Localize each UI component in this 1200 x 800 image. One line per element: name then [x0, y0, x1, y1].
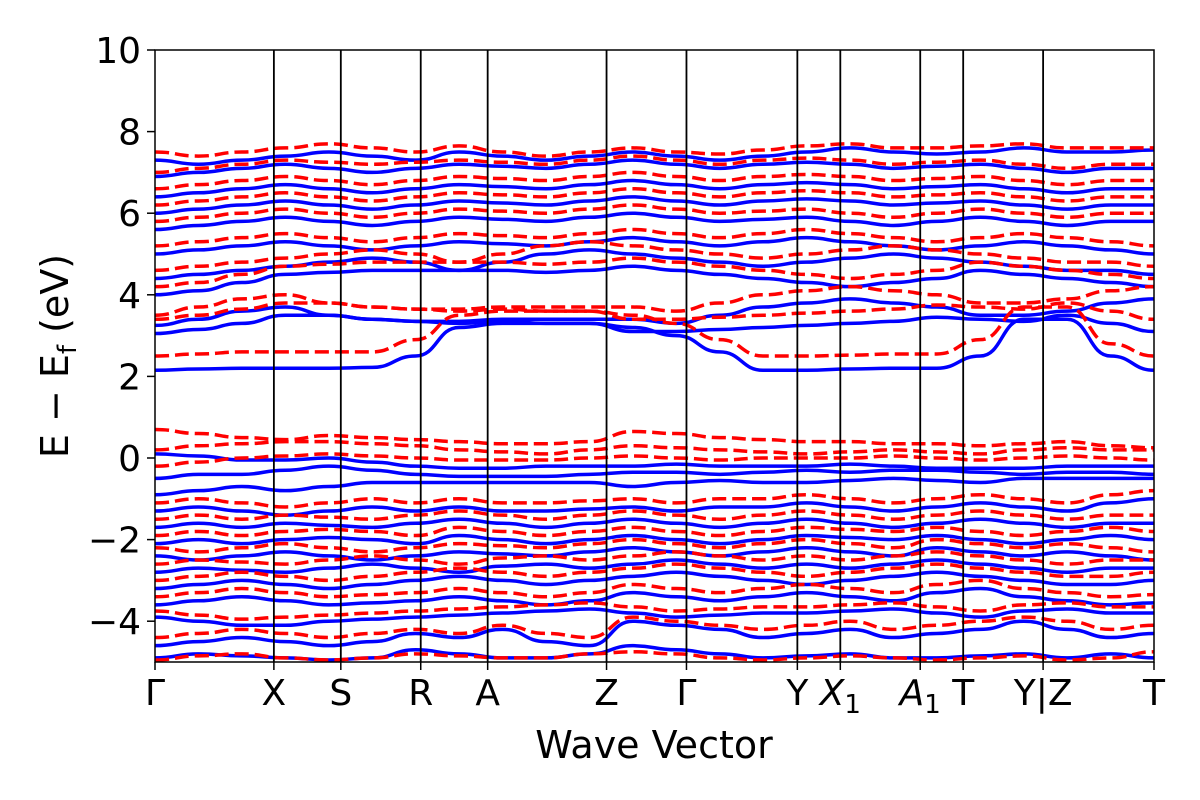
solid-band-22: [155, 158, 1154, 179]
dashed-band-20: [155, 186, 1154, 207]
solid-band-12: [155, 452, 1154, 470]
high-symmetry-lines: [272, 50, 1045, 662]
dashed-band-22: [155, 154, 1154, 175]
solid-band-20: [155, 195, 1154, 215]
y-tick-label: −2: [88, 521, 141, 562]
dashed-band-16: [155, 256, 1154, 289]
solid-band-3: [155, 586, 1154, 607]
y-tick-label: 2: [118, 357, 141, 398]
solid-band-11: [155, 464, 1154, 481]
solid-band-16: [155, 264, 1154, 297]
y-axis-title-main: E − E: [33, 354, 77, 458]
y-axis-title-sub: f: [53, 344, 83, 354]
dashed-band-2: [155, 601, 1154, 621]
solid-band-18: [155, 235, 1154, 256]
solid-band-21: [155, 178, 1154, 199]
solid-band-8: [155, 517, 1154, 530]
y-axis-title-unit: (eV): [33, 254, 77, 345]
x-tick-label: A1: [898, 673, 941, 720]
x-axis-ticks: Γ X S R A Z Γ Y X1 A1 T Y|Z T: [145, 662, 1166, 720]
dashed-band-8: [155, 509, 1154, 521]
y-tick-label: 0: [118, 439, 141, 480]
solid-band-23: [155, 146, 1154, 166]
y-axis-ticks: 10 8 6 4 2 0 −2 −4: [88, 31, 155, 643]
bands-layer: [155, 142, 1154, 662]
x-tick-label: Z: [594, 673, 619, 714]
solid-band-17: [155, 248, 1154, 281]
x-tick-label: X1: [818, 673, 861, 720]
x-tick-label: A: [475, 673, 500, 714]
x-tick-label: X: [262, 673, 287, 714]
solid-band-7: [155, 533, 1154, 546]
x-tick-label: Γ: [676, 673, 696, 714]
dashed-band-23: [155, 142, 1154, 158]
solid-band-1: [155, 619, 1154, 648]
y-tick-label: 8: [118, 113, 141, 154]
solid-band-4: [155, 570, 1154, 591]
solid-band-2: [155, 607, 1154, 628]
solid-band-19: [155, 211, 1154, 232]
y-tick-label: 4: [118, 276, 141, 317]
y-tick-label: −4: [88, 602, 141, 643]
x-tick-label: S: [329, 673, 352, 714]
dashed-band-12: [155, 427, 1154, 450]
solid-band-10: [155, 476, 1154, 497]
dashed-band-6: [155, 537, 1154, 554]
dashed-band-15: [155, 284, 1154, 317]
dashed-band-9: [155, 488, 1154, 509]
x-tick-label: Y: [785, 673, 809, 714]
dashed-band-10: [155, 452, 1154, 468]
x-tick-label: R: [408, 673, 433, 714]
dashed-band-18: [155, 227, 1154, 248]
dashed-band-1: [155, 615, 1154, 640]
dashed-band-5: [155, 550, 1154, 566]
dashed-band-4: [155, 562, 1154, 583]
dashed-band-7: [155, 525, 1154, 538]
solid-band-15: [155, 297, 1154, 328]
dashed-band-11: [155, 439, 1154, 456]
y-axis-title: E − Ef (eV): [33, 254, 83, 458]
x-axis-title: Wave Vector: [535, 723, 773, 767]
solid-band-5: [155, 558, 1154, 574]
y-tick-label: 10: [95, 31, 141, 72]
x-tick-label: Y|Z: [1013, 673, 1073, 714]
dashed-band-17: [155, 240, 1154, 273]
dashed-band-21: [155, 170, 1154, 191]
dashed-band-0: [155, 650, 1154, 662]
x-tick-label: Γ: [145, 673, 165, 714]
solid-band-9: [155, 497, 1154, 517]
y-tick-label: 6: [118, 194, 141, 235]
plot-frame: [154, 49, 1155, 663]
dashed-band-3: [155, 578, 1154, 599]
x-tick-label: T: [1142, 673, 1166, 714]
solid-band-6: [155, 546, 1154, 562]
dashed-band-19: [155, 203, 1154, 224]
x-tick-label: T: [951, 673, 975, 714]
